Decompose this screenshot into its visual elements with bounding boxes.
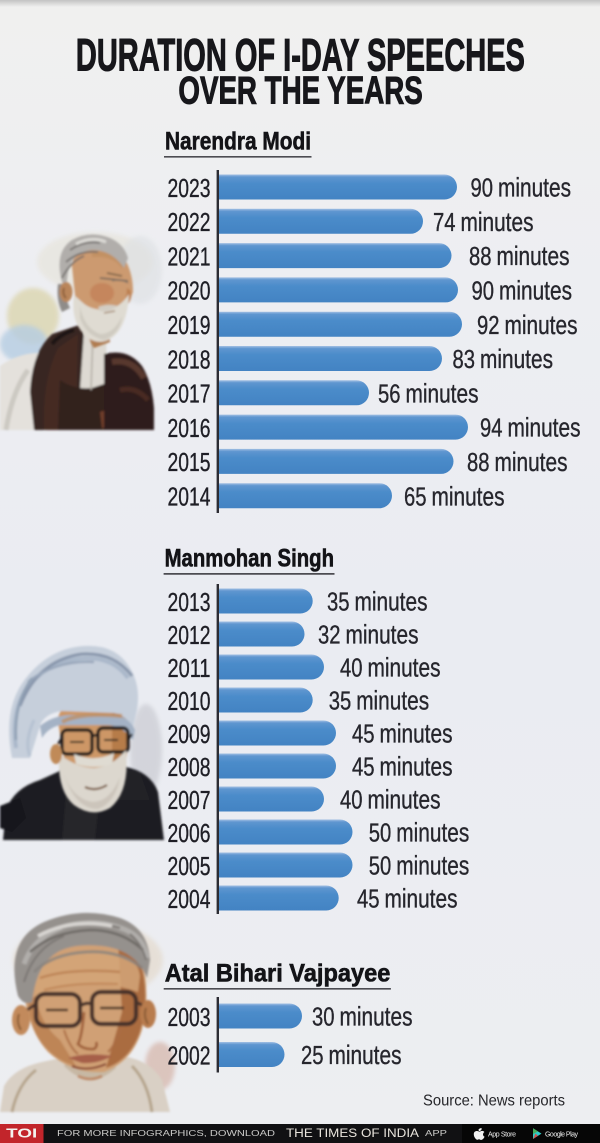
svg-text:2014: 2014: [168, 482, 211, 512]
svg-text:2004: 2004: [168, 884, 211, 914]
svg-text:App Store: App Store: [488, 1132, 516, 1139]
svg-text:minutes: minutes: [480, 344, 553, 374]
svg-text:THE TIMES OF INDIA: THE TIMES OF INDIA: [286, 1126, 420, 1140]
svg-text:2017: 2017: [168, 379, 211, 409]
svg-text:25: 25: [301, 1040, 324, 1070]
svg-text:40: 40: [340, 785, 363, 815]
svg-text:2015: 2015: [168, 447, 211, 477]
svg-text:Narendra Modi: Narendra Modi: [165, 128, 311, 156]
svg-text:APP: APP: [425, 1129, 448, 1138]
svg-text:DURATION OF I-DAY SPEECHES: DURATION OF I-DAY SPEECHES: [76, 30, 525, 81]
svg-text:2021: 2021: [168, 241, 211, 271]
svg-text:FOR MORE INFOGRAPHICS, DOWNLOA: FOR MORE INFOGRAPHICS, DOWNLOAD: [57, 1129, 275, 1138]
svg-text:minutes: minutes: [406, 378, 479, 408]
svg-text:2016: 2016: [168, 413, 211, 443]
svg-text:2020: 2020: [168, 276, 211, 306]
svg-text:2023: 2023: [168, 173, 211, 203]
svg-text:2003: 2003: [168, 1002, 211, 1032]
svg-text:minutes: minutes: [461, 207, 534, 237]
svg-text:90: 90: [471, 173, 494, 203]
svg-text:minutes: minutes: [432, 481, 505, 511]
svg-text:minutes: minutes: [495, 447, 568, 477]
svg-text:2005: 2005: [168, 851, 211, 881]
svg-text:Google Play: Google Play: [545, 1132, 579, 1139]
svg-text:minutes: minutes: [329, 1040, 402, 1070]
svg-text:2002: 2002: [168, 1040, 211, 1070]
svg-text:2011: 2011: [168, 653, 211, 683]
svg-text:2007: 2007: [168, 785, 211, 815]
svg-text:45: 45: [352, 752, 375, 782]
svg-text:2022: 2022: [168, 207, 211, 237]
svg-text:2008: 2008: [168, 752, 211, 782]
svg-text:45: 45: [352, 719, 375, 749]
svg-text:88: 88: [467, 447, 490, 477]
svg-text:50: 50: [369, 818, 392, 848]
svg-text:minutes: minutes: [368, 653, 441, 683]
svg-text:74: 74: [433, 207, 456, 237]
svg-text:Source: News reports: Source: News reports: [423, 1093, 565, 1110]
svg-text:2019: 2019: [168, 310, 211, 340]
svg-text:minutes: minutes: [396, 818, 469, 848]
svg-text:Manmohan Singh: Manmohan Singh: [165, 545, 334, 573]
svg-text:2013: 2013: [168, 587, 211, 617]
svg-text:56: 56: [378, 378, 401, 408]
svg-text:minutes: minutes: [385, 884, 458, 914]
svg-text:88: 88: [469, 241, 492, 271]
svg-text:OVER THE YEARS: OVER THE YEARS: [178, 70, 422, 113]
svg-text:92: 92: [477, 310, 500, 340]
svg-text:50: 50: [369, 851, 392, 881]
svg-text:minutes: minutes: [396, 851, 469, 881]
svg-text:83: 83: [453, 344, 476, 374]
svg-text:30: 30: [312, 1002, 335, 1032]
svg-text:minutes: minutes: [355, 587, 428, 617]
svg-text:2009: 2009: [168, 719, 211, 749]
svg-text:minutes: minutes: [498, 173, 571, 203]
svg-text:minutes: minutes: [380, 719, 453, 749]
svg-text:45: 45: [357, 884, 380, 914]
svg-text:2010: 2010: [168, 686, 211, 716]
svg-text:TOI: TOI: [6, 1126, 37, 1141]
svg-text:minutes: minutes: [368, 785, 441, 815]
svg-text:2006: 2006: [168, 818, 211, 848]
svg-text:94: 94: [480, 413, 503, 443]
svg-text:35: 35: [327, 587, 350, 617]
svg-text:2012: 2012: [168, 620, 211, 650]
svg-text:2018: 2018: [168, 344, 211, 374]
svg-text:minutes: minutes: [505, 310, 578, 340]
svg-text:minutes: minutes: [356, 686, 429, 716]
svg-text:minutes: minutes: [340, 1002, 413, 1032]
svg-text:minutes: minutes: [497, 241, 570, 271]
svg-text:32: 32: [318, 620, 341, 650]
svg-text:35: 35: [329, 686, 352, 716]
svg-text:40: 40: [340, 653, 363, 683]
svg-text:65: 65: [404, 481, 427, 511]
svg-text:minutes: minutes: [346, 620, 419, 650]
svg-text:Atal Bihari Vajpayee: Atal Bihari Vajpayee: [165, 960, 391, 988]
svg-text:minutes: minutes: [380, 752, 453, 782]
svg-text:minutes: minutes: [499, 276, 572, 306]
svg-text:minutes: minutes: [508, 413, 581, 443]
svg-text:90: 90: [472, 276, 495, 306]
